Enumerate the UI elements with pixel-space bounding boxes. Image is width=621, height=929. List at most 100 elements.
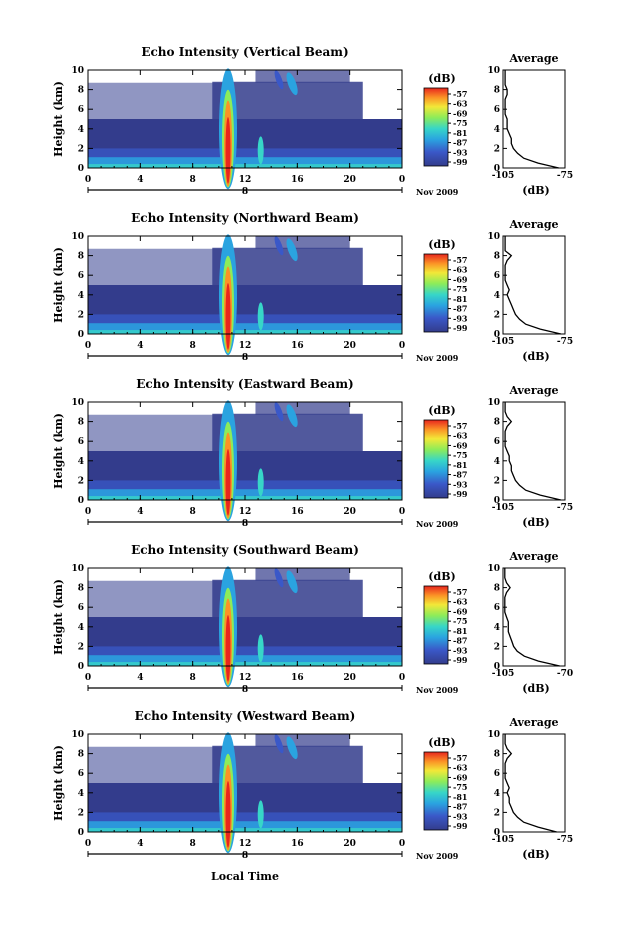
profile-frame	[502, 733, 566, 833]
panel-title: Echo Intensity (Westward Beam)	[135, 709, 356, 723]
profile-x-tick-label: -75	[557, 337, 573, 347]
heatmap-streak	[286, 570, 298, 594]
date-marker: 8	[242, 353, 248, 363]
colorbar-tick-label: -69	[453, 274, 468, 284]
profile-x-tick-label: -70	[557, 669, 573, 679]
y-tick-label: 2	[78, 476, 84, 486]
y-tick-label: 4	[78, 291, 84, 301]
heatmap-core	[225, 283, 231, 350]
x-tick-label: 0	[85, 839, 91, 849]
colorbar-tick-label: -57	[453, 753, 467, 763]
heatmap-upper-layer	[212, 413, 363, 451]
y-tick-label: 6	[78, 769, 84, 779]
x-tick-label: 4	[137, 839, 143, 849]
x-tick-label: 16	[291, 673, 304, 683]
heatmap-top-layer	[255, 236, 350, 249]
x-tick-label: 16	[291, 341, 304, 351]
heatmap	[88, 234, 402, 356]
y-tick-label: 2	[78, 808, 84, 818]
y-axis-label: Height (km)	[52, 413, 65, 489]
panel-3: Echo Intensity (Southward Beam) 0 2 4 6 8 10 He…	[52, 543, 573, 695]
colorbar-tick-label: -93	[453, 811, 468, 821]
y-tick-label: 10	[71, 232, 84, 242]
colorbar-unit: (dB)	[428, 404, 455, 417]
colorbar-tick-label: -87	[453, 304, 467, 314]
heatmap-streak	[286, 72, 298, 96]
profile-y-tick-label: 8	[494, 418, 500, 428]
colorbar-tick-label: -69	[453, 440, 468, 450]
heatmap-cell	[257, 634, 264, 663]
panel-4: Echo Intensity (Westward Beam) 0 2 4 6 8 10 Hei…	[52, 709, 573, 861]
panel-title: Echo Intensity (Northward Beam)	[131, 211, 359, 225]
colorbar-tick-label: -75	[453, 616, 467, 626]
colorbar-tick-label: -81	[453, 294, 467, 304]
panel-2: Echo Intensity (Eastward Beam) 0 2 4 6 8 10 Hei…	[52, 377, 573, 529]
colorbar-tick-label: -81	[453, 460, 467, 470]
profile-line	[504, 402, 562, 501]
heatmap-streak	[274, 734, 284, 754]
profile-y-tick-label: 4	[494, 789, 500, 799]
x-tick-label: 4	[137, 507, 143, 517]
x-tick-label: 0	[85, 673, 91, 683]
colorbar-tick-label: -93	[453, 313, 468, 323]
y-axis-label: Height (km)	[52, 81, 65, 157]
colorbar-tick-label: -69	[453, 108, 468, 118]
date-marker: 8	[242, 685, 248, 695]
colorbar-tick-label: -75	[453, 118, 467, 128]
date-label: Nov 2009	[416, 685, 459, 695]
colorbar-tick-label: -87	[453, 138, 467, 148]
profile-y-tick-label: 2	[494, 310, 500, 320]
heatmap-streak	[286, 404, 298, 428]
profile-y-tick-label: 2	[494, 144, 500, 154]
profile-frame	[502, 567, 566, 667]
x-tick-label: 8	[190, 673, 196, 683]
heatmap-core	[225, 781, 231, 848]
profile-x-tick-label: -105	[492, 337, 515, 347]
x-axis-label: Local Time	[211, 870, 279, 883]
x-tick-label: 12	[239, 839, 252, 849]
heatmap-upper-layer	[212, 745, 363, 783]
date-marker: 8	[242, 851, 248, 861]
colorbar-unit: (dB)	[428, 736, 455, 749]
profile-y-tick-label: 0	[494, 496, 500, 506]
heatmap-ground-layer	[88, 821, 402, 832]
x-tick-label: 16	[291, 175, 304, 185]
y-axis-label: Height (km)	[52, 247, 65, 323]
colorbar-tick-label: -81	[453, 626, 467, 636]
x-tick-label: 12	[239, 175, 252, 185]
colorbar-tick-label: -99	[453, 655, 468, 665]
heatmap-upper-layer	[212, 81, 363, 119]
y-tick-label: 0	[78, 164, 84, 174]
panel-1: Echo Intensity (Northward Beam) 0 2 4 6 8 10 He…	[52, 211, 573, 363]
colorbar-tick-label: -57	[453, 255, 467, 265]
colorbar	[423, 585, 449, 665]
profile-y-tick-label: 6	[494, 271, 500, 281]
panel-title: Echo Intensity (Vertical Beam)	[141, 45, 348, 59]
profile-y-tick-label: 4	[494, 457, 500, 467]
colorbar-tick-label: -63	[453, 431, 468, 441]
colorbar-tick-label: -99	[453, 489, 468, 499]
heatmap-streak	[274, 402, 284, 422]
date-marker: 8	[242, 187, 248, 197]
colorbar-tick-label: -69	[453, 772, 468, 782]
profile-x-tick-label: -75	[557, 503, 573, 513]
heatmap-cell	[257, 302, 264, 331]
x-tick-label: 20	[343, 507, 356, 517]
profile-y-tick-label: 10	[487, 730, 500, 740]
y-tick-label: 4	[78, 789, 84, 799]
colorbar-unit: (dB)	[428, 570, 455, 583]
y-tick-label: 10	[71, 66, 84, 76]
colorbar-tick-label: -63	[453, 597, 468, 607]
date-label: Nov 2009	[416, 851, 459, 861]
x-tick-label: 8	[190, 507, 196, 517]
y-tick-label: 8	[78, 750, 84, 760]
y-tick-label: 8	[78, 584, 84, 594]
x-tick-label: 0	[85, 341, 91, 351]
colorbar-tick-label: -75	[453, 450, 467, 460]
profile-line	[504, 236, 562, 335]
colorbar-tick-label: -63	[453, 99, 468, 109]
profile-y-tick-label: 4	[494, 623, 500, 633]
colorbar-tick-label: -99	[453, 821, 468, 831]
x-tick-label: 0	[399, 673, 405, 683]
heatmap-top-layer	[255, 402, 350, 415]
